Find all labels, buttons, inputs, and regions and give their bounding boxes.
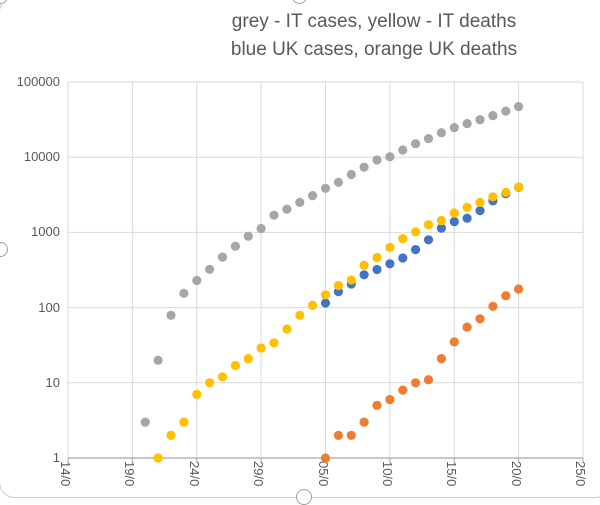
data-point-it-cases[interactable]	[192, 275, 202, 286]
data-point-it-cases[interactable]	[488, 111, 498, 121]
data-point-uk-cases[interactable]	[411, 245, 421, 255]
data-point-uk-cases[interactable]	[372, 264, 382, 275]
data-point-uk-deaths[interactable]	[423, 375, 434, 385]
data-point-it-deaths[interactable]	[501, 187, 511, 197]
data-point-it-deaths[interactable]	[411, 227, 421, 237]
data-point-it-cases[interactable]	[179, 288, 189, 298]
data-point-it-cases[interactable]	[243, 231, 253, 241]
data-point-it-deaths[interactable]	[217, 372, 228, 382]
data-point-uk-deaths[interactable]	[462, 322, 472, 332]
y-tick-label-1000: 1000	[31, 224, 60, 239]
data-point-it-deaths[interactable]	[166, 430, 176, 440]
data-point-uk-deaths[interactable]	[385, 394, 395, 405]
data-point-it-cases[interactable]	[153, 355, 163, 365]
data-point-uk-deaths[interactable]	[359, 417, 369, 427]
data-point-it-deaths[interactable]	[153, 453, 163, 463]
y-tick-label-10: 10	[45, 375, 60, 390]
data-point-uk-deaths[interactable]	[346, 430, 356, 440]
data-point-it-cases[interactable]	[230, 241, 240, 251]
y-tick-label-10000: 10000	[23, 149, 60, 164]
data-point-it-deaths[interactable]	[488, 192, 498, 202]
data-point-uk-deaths[interactable]	[501, 291, 511, 301]
data-point-it-deaths[interactable]	[230, 360, 240, 371]
data-point-it-deaths[interactable]	[192, 389, 202, 399]
data-point-it-deaths[interactable]	[423, 220, 434, 230]
data-point-it-cases[interactable]	[501, 106, 511, 116]
data-point-uk-cases[interactable]	[462, 213, 472, 223]
data-point-it-deaths[interactable]	[179, 417, 189, 427]
data-point-it-deaths[interactable]	[282, 324, 292, 334]
data-point-uk-deaths[interactable]	[436, 354, 446, 364]
data-point-it-cases[interactable]	[436, 128, 446, 138]
data-point-uk-deaths[interactable]	[320, 453, 331, 463]
data-point-it-deaths[interactable]	[514, 182, 524, 192]
data-point-uk-cases[interactable]	[320, 298, 331, 308]
data-point-it-cases[interactable]	[385, 152, 395, 162]
data-point-uk-deaths[interactable]	[488, 301, 498, 311]
y-tick-label-100: 100	[38, 300, 60, 315]
data-point-uk-deaths[interactable]	[449, 337, 459, 347]
data-point-uk-deaths[interactable]	[372, 400, 382, 410]
data-point-uk-cases[interactable]	[398, 253, 408, 263]
data-point-it-deaths[interactable]	[205, 378, 215, 388]
y-tick-label-1: 1	[52, 450, 60, 465]
data-point-it-cases[interactable]	[423, 134, 434, 144]
data-point-it-cases[interactable]	[398, 145, 408, 155]
data-point-it-cases[interactable]	[514, 102, 524, 112]
data-point-it-cases[interactable]	[217, 252, 228, 262]
data-point-it-cases[interactable]	[140, 417, 150, 427]
data-point-uk-cases[interactable]	[385, 259, 395, 269]
data-point-it-cases[interactable]	[333, 177, 343, 187]
data-point-it-deaths[interactable]	[346, 275, 356, 285]
data-point-it-deaths[interactable]	[295, 310, 305, 320]
data-point-it-deaths[interactable]	[333, 280, 343, 291]
data-point-it-deaths[interactable]	[308, 300, 318, 310]
data-point-it-deaths[interactable]	[475, 197, 485, 207]
data-point-uk-cases[interactable]	[475, 206, 485, 216]
data-point-uk-cases[interactable]	[436, 223, 446, 233]
data-point-uk-deaths[interactable]	[333, 430, 343, 440]
data-point-it-cases[interactable]	[256, 223, 266, 234]
data-point-it-cases[interactable]	[462, 119, 472, 129]
resize-handle-left-middle[interactable]	[0, 241, 8, 257]
data-point-it-deaths[interactable]	[372, 252, 382, 263]
data-point-uk-deaths[interactable]	[475, 314, 485, 324]
data-point-it-deaths[interactable]	[385, 242, 395, 252]
data-point-it-cases[interactable]	[346, 169, 356, 180]
data-point-uk-deaths[interactable]	[514, 284, 524, 294]
data-point-it-deaths[interactable]	[398, 234, 408, 244]
data-point-it-deaths[interactable]	[256, 343, 266, 353]
data-point-it-cases[interactable]	[411, 139, 421, 149]
y-tick-label-100000: 100000	[16, 74, 60, 89]
data-point-it-cases[interactable]	[359, 162, 369, 172]
data-point-it-cases[interactable]	[449, 123, 459, 133]
data-point-it-deaths[interactable]	[359, 260, 369, 270]
data-point-it-deaths[interactable]	[462, 202, 472, 212]
data-point-it-cases[interactable]	[166, 310, 176, 320]
data-point-it-cases[interactable]	[372, 155, 382, 165]
data-point-it-cases[interactable]	[320, 183, 331, 193]
chart-title: grey - IT cases, yellow - IT deaths blue…	[174, 8, 574, 64]
data-point-it-cases[interactable]	[475, 115, 485, 125]
chart-title-line-1: grey - IT cases, yellow - IT deaths	[231, 11, 517, 32]
data-point-it-cases[interactable]	[282, 204, 292, 214]
data-point-uk-cases[interactable]	[423, 235, 434, 245]
data-point-it-deaths[interactable]	[436, 215, 446, 226]
data-point-it-cases[interactable]	[205, 264, 215, 274]
chart-title-line-2: blue UK cases, orange UK deaths	[230, 39, 518, 60]
data-point-it-cases[interactable]	[308, 191, 318, 201]
data-point-uk-cases[interactable]	[449, 217, 459, 227]
data-point-uk-cases[interactable]	[359, 270, 369, 280]
data-point-it-deaths[interactable]	[449, 208, 459, 218]
data-point-uk-deaths[interactable]	[398, 385, 408, 395]
data-point-it-deaths[interactable]	[243, 354, 253, 364]
data-point-it-deaths[interactable]	[269, 338, 279, 348]
data-point-it-cases[interactable]	[269, 210, 279, 220]
data-point-uk-deaths[interactable]	[411, 378, 421, 388]
data-point-it-cases[interactable]	[295, 197, 305, 207]
data-point-it-deaths[interactable]	[320, 290, 331, 300]
